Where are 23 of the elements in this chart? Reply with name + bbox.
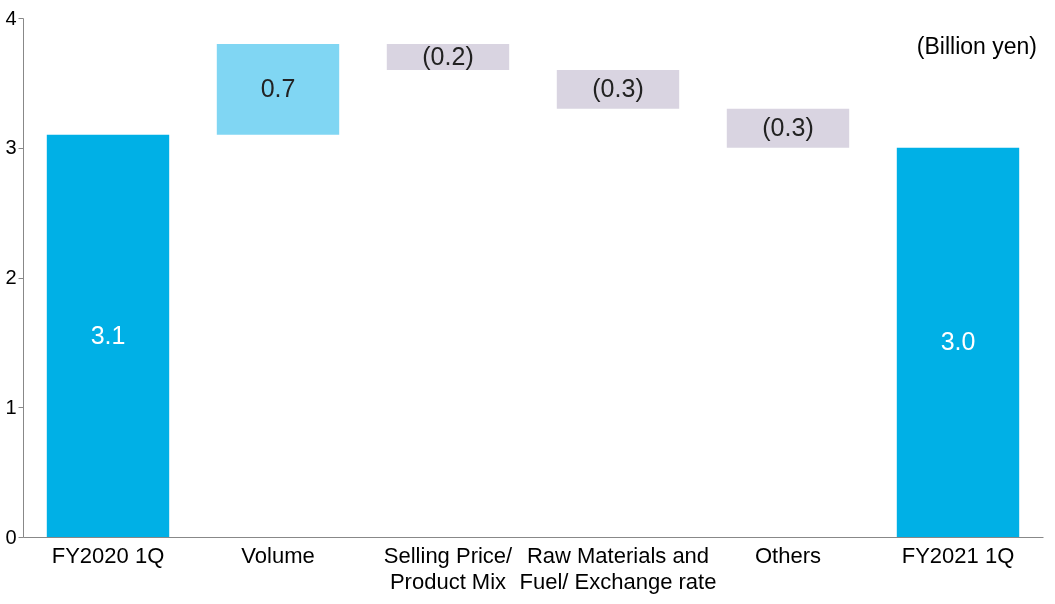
x-tick-label: FY2021 1Q: [901, 542, 1015, 568]
bar: [896, 147, 1020, 537]
data-label: 0.7: [260, 74, 296, 103]
data-label: 3.1: [90, 320, 126, 349]
x-tick-label: Selling Price/ Product Mix: [383, 542, 514, 594]
y-tick-label: 2: [5, 266, 17, 288]
data-label: (0.3): [592, 74, 644, 103]
y-tick-label: 1: [5, 395, 17, 418]
bar: [46, 134, 170, 537]
y-tick-label: 4: [5, 6, 17, 29]
x-tick-label: FY2020 1Q: [51, 542, 165, 568]
bar: [216, 43, 340, 135]
x-tick-label: Others: [754, 542, 822, 568]
bar: [726, 108, 850, 148]
x-tick-label: Volume: [241, 542, 315, 568]
x-tick-label: Raw Materials and Fuel/ Exchange rate: [519, 542, 717, 594]
data-label: 3.0: [940, 327, 976, 356]
data-label: (0.2): [422, 41, 474, 70]
data-label: (0.3): [762, 113, 814, 142]
annotation: (Billion yen): [916, 33, 1037, 59]
bar: [556, 69, 680, 109]
y-tick-label: 0: [5, 525, 17, 548]
y-tick-label: 3: [5, 136, 17, 159]
